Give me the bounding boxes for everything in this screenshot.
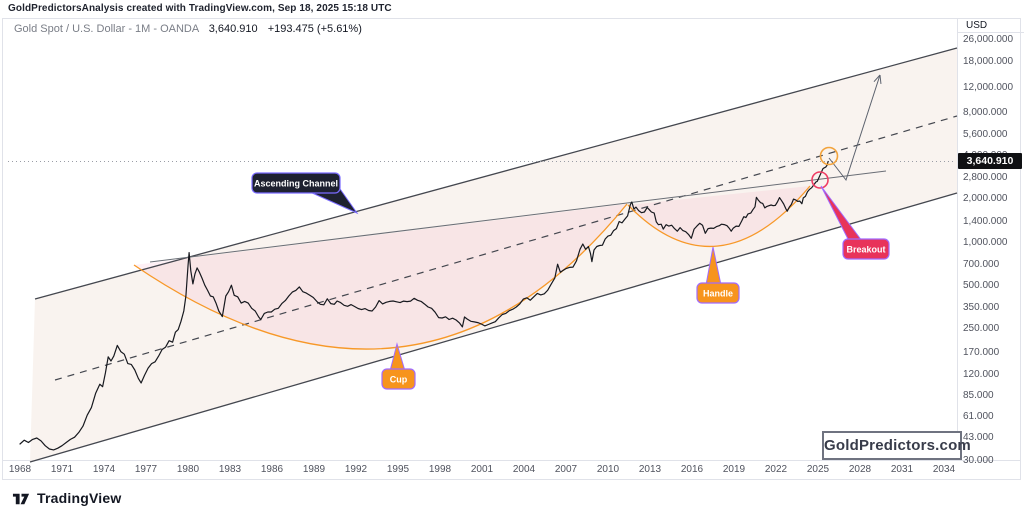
price-tick-label: 2,000.000: [963, 193, 1008, 205]
time-tick-label: 2016: [680, 464, 704, 475]
price-tick-label: 1,400.000: [963, 215, 1008, 227]
price-tick-label: 170.000: [963, 346, 1000, 358]
time-tick-label: 1968: [8, 464, 32, 475]
chart-plot-area[interactable]: [2, 18, 1021, 480]
time-tick-label: 1995: [386, 464, 410, 475]
price-tick-label: 2,800.000: [963, 172, 1008, 184]
price-tick-label: 85.000: [963, 390, 994, 402]
price-tick-label: 500.000: [963, 279, 1000, 291]
tradingview-logo-icon: [12, 493, 30, 504]
time-tick-label: 2019: [722, 464, 746, 475]
time-tick-label: 2031: [890, 464, 914, 475]
price-tick-label: 26,000.000: [963, 33, 1014, 45]
time-tick-label: 1986: [260, 464, 284, 475]
price-tick-label: 18,000.000: [963, 56, 1014, 68]
time-tick-label: 1983: [218, 464, 242, 475]
time-tick-label: 1998: [428, 464, 452, 475]
time-tick-label: 2025: [806, 464, 830, 475]
time-tick-label: 2028: [848, 464, 872, 475]
price-tick-label: 350.000: [963, 301, 1000, 313]
time-tick-label: 2004: [512, 464, 536, 475]
price-tick-label: 5,600.000: [963, 129, 1008, 141]
goldpredictors-watermark-box: GoldPredictors.com: [822, 431, 971, 460]
price-tick-label: 700.000: [963, 258, 1000, 270]
tradingview-footer[interactable]: TradingView: [12, 487, 121, 509]
symbol-legend[interactable]: Gold Spot / U.S. Dollar - 1M - OANDA 3,6…: [14, 23, 362, 35]
last-price-badge: 3,640.910: [958, 153, 1022, 169]
price-tick-label: 30.000: [963, 454, 994, 466]
time-tick-label: 2013: [638, 464, 662, 475]
time-tick-label: 2022: [764, 464, 788, 475]
price-tick-label: 1,000.000: [963, 236, 1008, 248]
time-tick-label: 2034: [932, 464, 956, 475]
tradingview-logo-text: TradingView: [37, 490, 122, 506]
time-tick-label: 1989: [302, 464, 326, 475]
price-tick-label: 8,000.000: [963, 106, 1008, 118]
watermark-attribution: GoldPredictorsAnalysis created with Trad…: [8, 3, 392, 14]
price-tick-label: 250.000: [963, 322, 1000, 334]
time-tick-label: 2007: [554, 464, 578, 475]
time-tick-label: 1974: [92, 464, 116, 475]
time-tick-label: 2010: [596, 464, 620, 475]
symbol-title[interactable]: Gold Spot / U.S. Dollar - 1M - OANDA: [14, 23, 199, 35]
time-tick-label: 2001: [470, 464, 494, 475]
last-price-value: 3,640.910: [208, 23, 258, 35]
time-tick-label: 1971: [50, 464, 74, 475]
price-axis-divider: [957, 18, 958, 461]
price-tick-label: 12,000.000: [963, 81, 1014, 93]
time-tick-label: 1992: [344, 464, 368, 475]
price-tick-label: 61.000: [963, 410, 994, 422]
time-tick-label: 1977: [134, 464, 158, 475]
price-tick-label: 43.000: [963, 432, 994, 444]
price-tick-label: 120.000: [963, 368, 1000, 380]
price-axis-currency-label: USD: [958, 19, 1024, 33]
price-change-value: +193.475 (+5.61%): [267, 23, 362, 35]
time-tick-label: 1980: [176, 464, 200, 475]
time-axis-divider: [2, 460, 1021, 461]
